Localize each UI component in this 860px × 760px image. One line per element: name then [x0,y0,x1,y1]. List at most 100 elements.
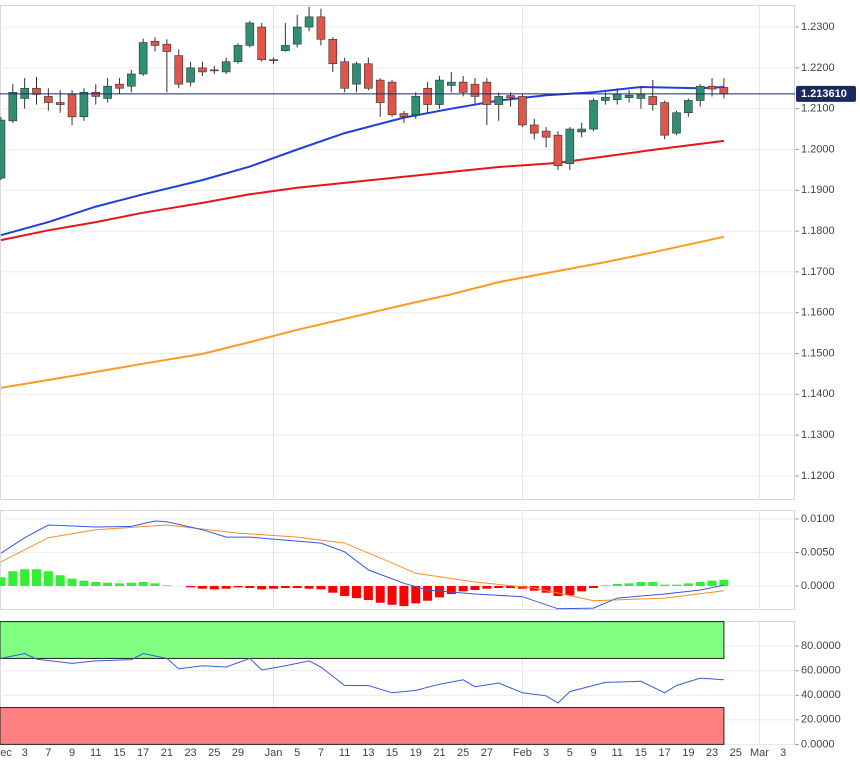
y-tick-label: 60.0000 [801,665,841,677]
x-tick-label: 19 [682,747,694,759]
histogram-bar [363,586,373,601]
histogram-bar [411,586,421,604]
candle-body [328,38,338,65]
histogram-bar [43,571,53,587]
histogram-bar [671,584,681,587]
histogram-bar [565,586,575,596]
histogram-bar [683,583,693,587]
candle-body [375,79,385,103]
y-tick-label: 1.1900 [801,184,835,196]
indicator-line [0,524,724,602]
histogram-bar [660,584,670,587]
rsi-zone [0,621,725,659]
histogram-bar [494,586,504,589]
candle-body [269,59,278,61]
histogram-bar [446,586,456,595]
candle-body [672,112,681,134]
candle-body [601,96,610,101]
y-tick-label: 1.2300 [801,21,835,33]
candle-body [624,94,634,98]
candle-body [660,102,669,136]
candle-body [577,128,586,133]
y-tick-label: 0.0050 [801,546,835,558]
histogram-bar [577,586,587,592]
candle-body [636,94,646,99]
y-tick-label: 80.0000 [801,640,841,652]
candle-body [209,69,219,72]
x-tick-label: 5 [294,747,300,759]
candle-body [292,26,302,45]
histogram-bar [506,586,516,589]
histogram-bar [434,586,444,598]
histogram-bar [553,586,563,597]
candle-body [707,85,717,90]
x-tick-label: 25 [457,747,469,759]
histogram-bar [541,586,551,593]
y-tick-label: 0.0000 [801,580,835,592]
candle-body [79,92,89,118]
histogram-bar [209,586,219,590]
candle-body [20,87,29,99]
candle-body [138,42,148,75]
histogram-bar [67,578,77,587]
y-tick-label: 40.0000 [801,689,841,701]
candle-body [316,16,326,40]
x-tick-label: 23 [184,747,196,759]
indicator-line [0,652,724,704]
histogram-bar [695,581,705,587]
histogram-bar [340,586,350,597]
histogram-bar [399,586,409,607]
y-tick-label: 1.1300 [801,429,835,441]
candle-body [612,93,622,100]
histogram-bar [292,586,302,589]
x-tick-label: Mar [750,747,769,759]
y-tick-label: 1.1800 [801,225,835,237]
x-tick-label: 7 [45,747,51,759]
candle-body [435,79,444,105]
y-tick-label: 1.1500 [801,347,835,359]
y-tick-label: 1.2100 [801,103,835,115]
x-tick-label: Feb [513,747,532,759]
candle-body [67,94,77,118]
histogram-bar [103,582,113,587]
candle-body [494,96,504,105]
x-tick-label: 3 [780,747,786,759]
panel-plot [0,5,795,500]
candle-body [340,61,349,89]
candle-body [719,87,729,95]
y-tick-label: 1.1700 [801,266,835,278]
y-tick-label: 1.2000 [801,143,835,155]
x-tick-label: 21 [161,747,173,759]
y-tick-label: 0.0000 [801,738,835,750]
histogram-bar [257,586,267,590]
histogram-bar [233,586,243,588]
histogram-bar [0,577,6,587]
histogram-bar [589,586,599,589]
histogram-bar [648,581,658,587]
candle-body [399,113,409,118]
x-tick-label: 5 [567,747,573,759]
candle-body [245,22,255,46]
candle-body [541,130,551,138]
y-tick-label: 20.0000 [801,714,841,726]
candle-body [115,83,124,89]
x-tick-label: 11 [612,747,623,759]
histogram-bar [55,575,65,587]
histogram-bar [612,583,622,587]
histogram-bar [517,586,527,589]
histogram-bar [304,586,314,589]
last-price-label: 1.213610 [801,88,847,100]
histogram-bar [269,586,279,589]
candle-body [565,128,575,165]
x-tick-label: 25 [208,747,220,759]
candle-body [162,43,172,52]
y-tick-label: 0.0100 [801,513,835,525]
x-tick-label: 19 [410,747,422,759]
candle-body [695,85,705,101]
histogram-bar [482,586,492,589]
histogram-bar [458,586,468,592]
y-tick-label: 1.1600 [801,307,835,319]
last-price-tag [796,85,856,102]
y-tick-label: 1.1200 [801,470,835,482]
